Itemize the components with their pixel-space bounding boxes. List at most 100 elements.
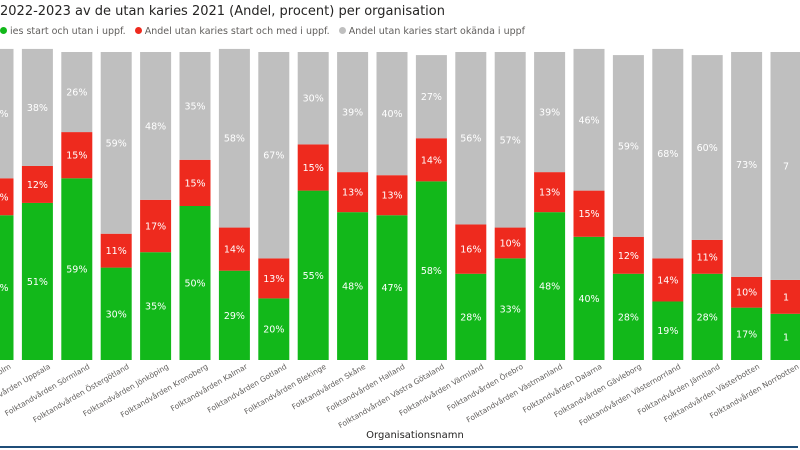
bar-med-0[interactable] bbox=[0, 178, 14, 216]
bar-med-6[interactable] bbox=[218, 227, 250, 271]
legend-item-med[interactable]: Andel utan karies start och med i uppf. bbox=[134, 26, 330, 37]
bar-utan-13[interactable] bbox=[494, 258, 526, 360]
bar-okanda-8[interactable] bbox=[297, 52, 329, 145]
chart-legend: ies start och utan i uppf. Andel utan ka… bbox=[0, 26, 531, 40]
bar-utan-5[interactable] bbox=[179, 206, 211, 360]
data-label-okanda-2: 26% bbox=[66, 88, 87, 99]
bar-okanda-6[interactable] bbox=[218, 48, 250, 228]
bar-med-3[interactable] bbox=[100, 233, 132, 268]
legend-item-okanda[interactable]: Andel utan karies start okända i uppf bbox=[338, 26, 526, 37]
data-label-utan-4: 35% bbox=[145, 302, 166, 313]
bar-okanda-12[interactable] bbox=[455, 52, 487, 225]
data-label-med-16: 12% bbox=[618, 251, 639, 262]
data-label-utan-2: 59% bbox=[66, 265, 87, 276]
bar-okanda-1[interactable] bbox=[21, 48, 53, 166]
bar-okanda-3[interactable] bbox=[100, 52, 132, 234]
bar-utan-20[interactable] bbox=[770, 313, 800, 360]
data-label-med-11: 14% bbox=[421, 155, 442, 166]
bar-utan-9[interactable] bbox=[337, 212, 369, 360]
bar-okanda-15[interactable] bbox=[573, 48, 605, 191]
bar-med-18[interactable] bbox=[691, 239, 723, 274]
bar-utan-6[interactable] bbox=[218, 270, 250, 360]
data-label-med-12: 16% bbox=[460, 245, 481, 256]
data-label-med-2: 15% bbox=[66, 151, 87, 162]
bar-med-5[interactable] bbox=[179, 159, 211, 206]
bar-med-16[interactable] bbox=[612, 236, 644, 274]
bar-utan-1[interactable] bbox=[21, 202, 53, 360]
bar-med-13[interactable] bbox=[494, 227, 526, 259]
bar-med-9[interactable] bbox=[337, 172, 369, 213]
bar-med-17[interactable] bbox=[652, 258, 684, 302]
data-label-utan-7: 20% bbox=[263, 325, 284, 336]
data-label-okanda-10: 40% bbox=[381, 109, 402, 120]
legend-swatch-utan bbox=[0, 27, 7, 34]
data-label-med-14: 13% bbox=[539, 188, 560, 199]
bar-med-15[interactable] bbox=[573, 190, 605, 237]
data-label-okanda-6: 58% bbox=[224, 134, 245, 145]
bar-utan-10[interactable] bbox=[376, 215, 408, 360]
bar-okanda-20[interactable] bbox=[770, 52, 800, 280]
data-label-med-15: 15% bbox=[578, 209, 599, 220]
bar-med-11[interactable] bbox=[415, 138, 447, 182]
bar-med-4[interactable] bbox=[140, 199, 172, 253]
data-label-okanda-5: 35% bbox=[184, 101, 205, 112]
bar-utan-12[interactable] bbox=[455, 273, 487, 360]
bar-okanda-10[interactable] bbox=[376, 52, 408, 176]
bar-med-7[interactable] bbox=[258, 258, 290, 299]
bar-utan-0[interactable] bbox=[0, 215, 14, 360]
bar-okanda-16[interactable] bbox=[612, 55, 644, 237]
data-label-med-17: 14% bbox=[657, 275, 678, 286]
legend-swatch-med bbox=[134, 27, 142, 34]
legend-label-okanda: Andel utan karies start okända i uppf bbox=[348, 26, 526, 37]
bar-utan-15[interactable] bbox=[573, 236, 605, 360]
bar-utan-18[interactable] bbox=[691, 273, 723, 360]
data-label-utan-10: 47% bbox=[381, 283, 402, 294]
bar-okanda-11[interactable] bbox=[415, 55, 447, 139]
bar-okanda-0[interactable] bbox=[0, 48, 14, 179]
data-label-utan-13: 33% bbox=[500, 305, 521, 316]
data-label-utan-6: 29% bbox=[224, 311, 245, 322]
bar-utan-8[interactable] bbox=[297, 190, 329, 360]
bar-okanda-13[interactable] bbox=[494, 52, 526, 228]
bar-utan-7[interactable] bbox=[258, 298, 290, 360]
data-label-okanda-13: 57% bbox=[500, 135, 521, 146]
bar-utan-4[interactable] bbox=[140, 252, 172, 360]
data-label-utan-17: 19% bbox=[657, 326, 678, 337]
data-label-okanda-19: 73% bbox=[736, 160, 757, 171]
data-label-utan-0: 47% bbox=[0, 283, 9, 294]
bar-okanda-7[interactable] bbox=[258, 52, 290, 259]
bar-utan-17[interactable] bbox=[652, 301, 684, 360]
bar-okanda-18[interactable] bbox=[691, 55, 723, 240]
bar-utan-14[interactable] bbox=[534, 212, 566, 360]
bar-med-1[interactable] bbox=[21, 165, 53, 203]
bar-utan-11[interactable] bbox=[415, 181, 447, 360]
bar-utan-2[interactable] bbox=[61, 178, 93, 360]
bar-med-12[interactable] bbox=[455, 224, 487, 274]
bar-med-8[interactable] bbox=[297, 144, 329, 191]
bar-utan-16[interactable] bbox=[612, 273, 644, 360]
bar-okanda-9[interactable] bbox=[337, 52, 369, 173]
data-label-okanda-0: 42% bbox=[0, 109, 9, 120]
bar-okanda-19[interactable] bbox=[731, 52, 763, 277]
bar-med-2[interactable] bbox=[61, 132, 93, 179]
bar-okanda-2[interactable] bbox=[61, 52, 93, 133]
bar-okanda-14[interactable] bbox=[534, 52, 566, 173]
bar-okanda-4[interactable] bbox=[140, 52, 172, 200]
bar-okanda-17[interactable] bbox=[652, 48, 684, 259]
bar-med-20[interactable] bbox=[770, 279, 800, 314]
chart-title: 2022-2023 av de utan karies 2021 (Andel,… bbox=[0, 4, 445, 19]
bar-med-19[interactable] bbox=[731, 276, 763, 308]
legend-swatch-okanda bbox=[338, 27, 346, 34]
bar-okanda-5[interactable] bbox=[179, 52, 211, 160]
data-label-okanda-14: 39% bbox=[539, 108, 560, 119]
bar-med-14[interactable] bbox=[534, 172, 566, 213]
data-label-utan-8: 55% bbox=[303, 271, 324, 282]
bar-med-10[interactable] bbox=[376, 175, 408, 216]
data-label-okanda-20: 7 bbox=[783, 161, 789, 172]
legend-item-utan[interactable]: ies start och utan i uppf. bbox=[0, 26, 126, 37]
bar-utan-3[interactable] bbox=[100, 267, 132, 360]
data-label-med-18: 11% bbox=[697, 252, 718, 263]
bar-utan-19[interactable] bbox=[731, 307, 763, 360]
data-label-okanda-9: 39% bbox=[342, 108, 363, 119]
data-label-utan-16: 28% bbox=[618, 312, 639, 323]
